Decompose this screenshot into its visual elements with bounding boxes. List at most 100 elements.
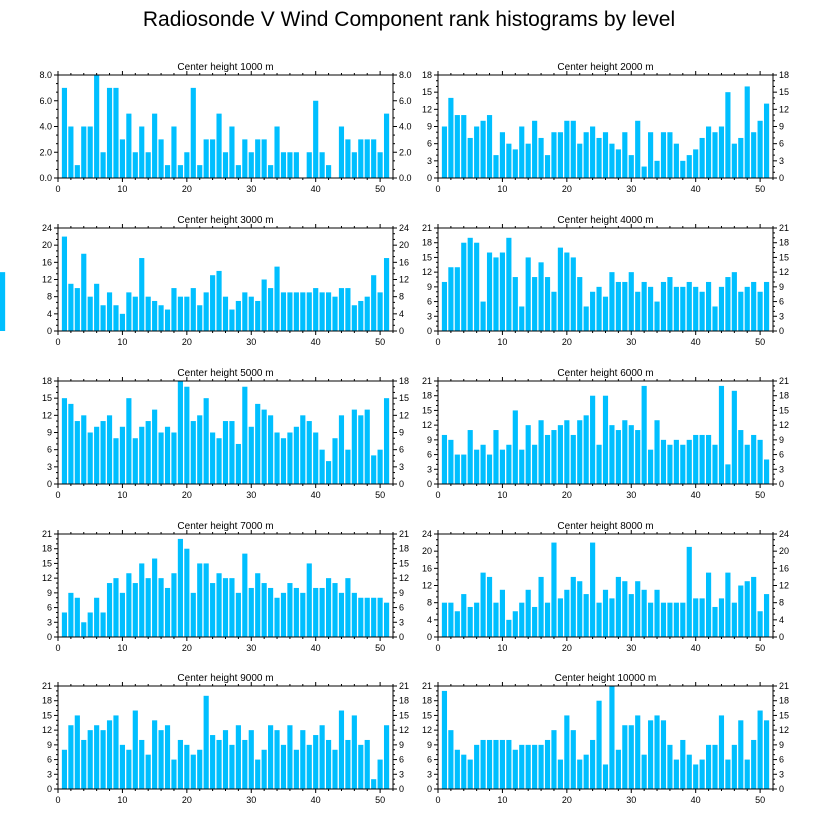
histogram-bar [203,398,209,484]
y-tick-label: 4 [399,309,404,319]
x-tick-label: 10 [117,795,127,805]
histogram-bar [210,583,216,637]
histogram-bar [441,602,448,637]
histogram-bar [222,730,229,789]
x-tick-label: 0 [435,643,440,653]
histogram-bar [119,744,125,789]
histogram-bar [564,420,570,484]
histogram-bar [171,432,177,484]
y-tick-label: 18 [422,391,432,401]
histogram-bar [235,592,241,637]
histogram-bar [448,730,454,789]
histogram-bar [287,432,293,484]
y-tick-label: 3 [427,311,432,321]
y-tick-label: 6 [47,445,52,455]
histogram-bar [583,306,589,331]
histogram-bar [583,415,589,484]
y-tick-label: 8.0 [39,70,52,80]
x-tick-label: 50 [755,490,765,500]
y-tick-label: 3 [47,462,52,472]
histogram-bar [744,86,750,178]
histogram-bar [570,434,576,484]
histogram-bar [383,113,390,178]
histogram-bar [763,459,770,484]
histogram-bar [635,715,641,789]
histogram-bar [87,296,93,331]
histogram-bar [461,242,467,331]
histogram-bar [564,252,570,331]
histogram-bar [313,587,319,637]
histogram-bar [667,132,673,178]
histogram-bar [287,152,293,178]
histogram-bar [377,449,383,484]
y-tick-label: 3 [779,156,784,166]
histogram-bar [203,139,209,178]
y-tick-label: 24 [779,529,789,539]
y-tick-label: 9 [779,282,784,292]
histogram-bar [210,139,216,178]
histogram-bar [261,749,267,789]
histogram-bar [454,611,460,637]
histogram-bar [300,292,306,331]
histogram-bar [300,730,306,789]
histogram-bar [738,585,744,637]
histogram-bar [583,594,589,637]
y-tick-label: 6 [779,755,784,765]
histogram-bar [686,281,692,331]
histogram-bar [641,166,647,178]
histogram-bar [525,143,531,178]
histogram-bar [570,730,576,789]
histogram-bar [332,749,338,789]
histogram-bar [61,236,68,331]
y-tick-label: 15 [779,87,789,97]
histogram-bar [486,115,493,178]
histogram-bar [467,237,473,331]
x-tick-label: 40 [691,490,701,500]
histogram-bar [680,286,686,331]
histogram-bar [68,725,74,789]
y-tick-label: 9 [779,435,784,445]
y-tick-label: 2.0 [39,147,52,157]
histogram-bar [544,434,551,484]
histogram-bar [126,292,132,331]
histogram-bar [609,598,615,637]
histogram-bar [712,744,718,789]
histogram-bar [693,764,699,789]
histogram-bar [280,744,287,789]
histogram-bar [628,272,634,331]
histogram-bar [119,592,125,637]
y-tick-label: 3 [427,464,432,474]
x-tick-label: 20 [182,795,192,805]
histogram-bar [351,592,357,637]
histogram-bar [235,443,241,484]
histogram-bar [635,291,641,331]
histogram-bar [725,92,731,178]
y-tick-label: 4 [427,615,432,625]
y-tick-label: 12 [422,267,432,277]
histogram-bar [338,710,345,789]
histogram-bar [274,126,280,178]
histogram-bar [255,403,261,484]
y-tick-label: 12 [422,581,432,591]
histogram-bar [132,438,138,484]
histogram-bar [171,573,177,637]
histogram-bar [242,386,248,484]
y-tick-label: 15 [422,710,432,720]
histogram-bar [216,113,222,178]
histogram-bar [706,744,712,789]
y-tick-label: 18 [42,376,52,386]
histogram-bar [61,612,68,637]
y-tick-label: 0 [779,784,784,794]
histogram-bar [274,730,280,789]
histogram-bar [242,139,248,178]
histogram-bar [506,619,512,637]
panel-subtitle: Center height 4000 m [557,215,653,226]
x-tick-label: 30 [246,490,256,500]
y-tick-label: 18 [779,238,789,248]
histogram-bar [486,252,493,331]
histogram-bar [171,288,177,331]
y-tick-label: 21 [399,681,409,691]
histogram-bar [712,606,718,637]
